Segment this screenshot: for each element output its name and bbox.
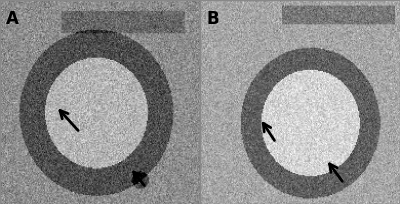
Text: A: A <box>6 10 19 28</box>
Text: B: B <box>206 10 219 28</box>
